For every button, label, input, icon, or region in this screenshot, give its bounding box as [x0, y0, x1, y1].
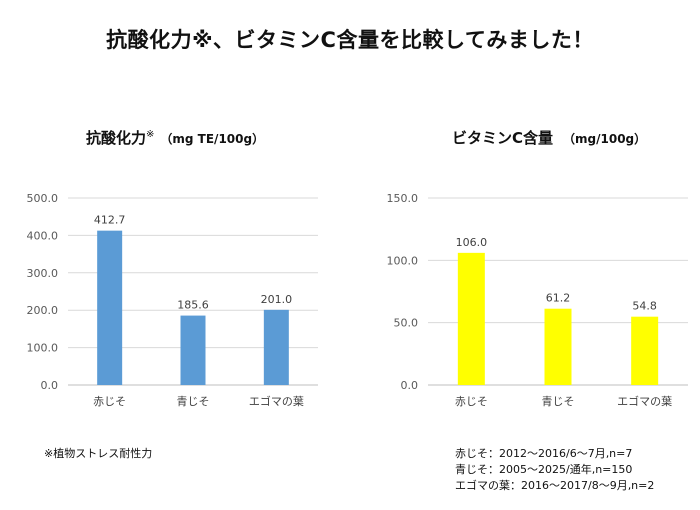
chart-title-vitamin-c: ビタミンC含量 （mg/100g）: [452, 127, 646, 148]
source-note: 赤じそ：2012～2016/6～7月,n=7: [455, 447, 633, 460]
data-label: 201.0: [261, 293, 293, 306]
data-label: 61.2: [546, 292, 571, 305]
bar: [263, 309, 289, 385]
chart-title-antioxidant: 抗酸化力※ （mg TE/100g）: [86, 127, 264, 148]
data-label: 106.0: [456, 236, 488, 249]
bar: [544, 308, 572, 385]
data-label: 412.7: [94, 214, 126, 227]
y-tick-label: 50.0: [394, 317, 419, 330]
chart-title-main: ビタミンC含量: [452, 129, 554, 147]
page-title: 抗酸化力※、ビタミンC含量を比較してみました！: [106, 28, 594, 52]
bar: [457, 252, 485, 385]
y-tick-label: 0.0: [401, 379, 419, 392]
chart-title-unit: （mg TE/100g）: [160, 132, 265, 146]
chart-title-unit: （mg/100g）: [563, 132, 647, 146]
y-tick-label: 500.0: [27, 192, 59, 205]
y-tick-label: 300.0: [27, 267, 59, 280]
x-tick-label: エゴマの葉: [249, 394, 304, 408]
y-tick-label: 100.0: [387, 254, 419, 267]
bar: [97, 230, 123, 385]
bar: [631, 316, 659, 385]
data-label: 185.6: [177, 299, 209, 312]
y-tick-label: 200.0: [27, 304, 59, 317]
data-label: 54.8: [632, 300, 657, 313]
y-tick-label: 0.0: [41, 379, 59, 392]
chart-title-main: 抗酸化力: [86, 129, 147, 147]
bar: [180, 315, 206, 385]
x-tick-label: 青じそ: [542, 395, 575, 408]
x-tick-label: エゴマの葉: [617, 394, 672, 408]
y-tick-label: 100.0: [27, 342, 59, 355]
source-notes: 赤じそ：2012～2016/6～7月,n=7 青じそ：2005～2025/通年,…: [455, 446, 654, 494]
x-tick-label: 青じそ: [177, 395, 210, 408]
vitamin-c-chart: 0.0 50.0 100.0 150.0 106.0 赤じそ 61.2 青じそ 54.8 エゴマの…: [387, 192, 688, 408]
footnote: ※植物ストレス耐性力: [44, 447, 153, 460]
source-note: エゴマの葉：2016～2017/8～9月,n=2: [455, 479, 655, 492]
antioxidant-chart: 0.0 100.0 200.0 300.0 400.0 500.0 412.7 赤じそ 185.…: [27, 192, 318, 408]
x-tick-label: 赤じそ: [93, 395, 126, 408]
y-tick-label: 400.0: [27, 229, 59, 242]
chart-title-mark: ※: [146, 129, 155, 140]
source-note: 青じそ：2005～2025/通年,n=150: [455, 463, 633, 476]
x-tick-label: 赤じそ: [455, 395, 488, 408]
y-tick-label: 150.0: [387, 192, 419, 205]
